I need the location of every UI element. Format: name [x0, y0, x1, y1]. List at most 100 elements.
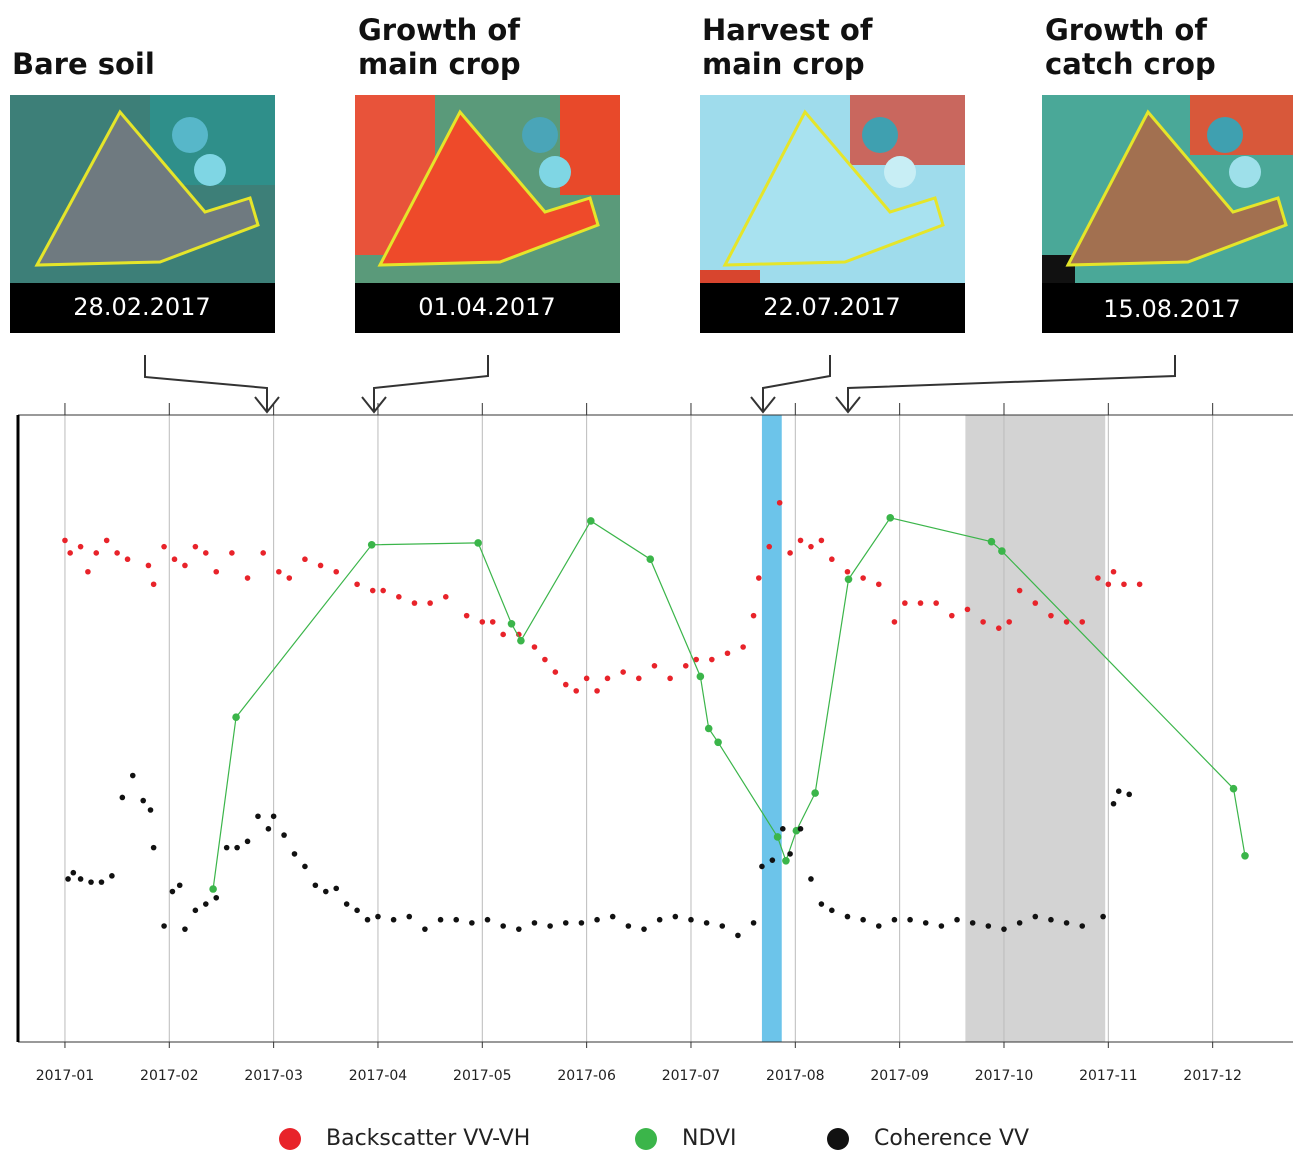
scatter-point: [62, 538, 68, 544]
scatter-point: [636, 676, 642, 682]
scatter-point: [798, 826, 804, 832]
scatter-point: [1048, 917, 1054, 923]
arrows: [145, 355, 1175, 412]
scatter-point: [70, 870, 76, 876]
ndvi-point: [714, 738, 722, 746]
scatter-point: [819, 901, 825, 907]
scatter-point: [500, 632, 506, 638]
scatter-point: [302, 864, 308, 870]
scatter-point: [93, 550, 99, 556]
scatter-point: [845, 914, 851, 920]
scatter-point: [980, 619, 986, 625]
scatter-point: [573, 688, 579, 694]
scatter-point: [151, 581, 157, 587]
panel-title: Growth of: [1045, 13, 1207, 47]
panel-date: 28.02.2017: [73, 293, 210, 321]
scatter-point: [829, 908, 835, 914]
panel-title: catch crop: [1045, 47, 1216, 81]
scatter-point: [67, 550, 73, 556]
scatter-point: [787, 851, 793, 857]
scatter-point: [193, 908, 199, 914]
scatter-point: [1126, 792, 1132, 798]
scatter-point: [892, 619, 898, 625]
panel-title: main crop: [702, 47, 865, 81]
legend-label: Coherence VV: [874, 1126, 1029, 1151]
scatter-point: [234, 845, 240, 851]
ndvi-point: [517, 637, 525, 645]
scatter-point: [725, 650, 731, 656]
x-tick-label: 2017-12: [1183, 1068, 1242, 1084]
scatter-point: [99, 879, 105, 885]
ndvi-point: [782, 857, 790, 865]
scatter-point: [553, 669, 559, 675]
scatter-point: [516, 926, 522, 932]
scatter-point: [224, 845, 230, 851]
scatter-point: [354, 908, 360, 914]
scatter-point: [970, 920, 976, 926]
scatter-point: [892, 917, 898, 923]
scatter-point: [245, 575, 251, 581]
highlight-band: [965, 415, 1105, 1042]
scatter-point: [365, 917, 371, 923]
scatter-point: [860, 575, 866, 581]
legend-label: Backscatter VV-VH: [326, 1126, 530, 1151]
scatter-point: [182, 926, 188, 932]
scatter-point: [751, 920, 757, 926]
scatter-point: [480, 619, 486, 625]
scatter-point: [547, 923, 553, 929]
scatter-point: [1006, 619, 1012, 625]
scatter-point: [1111, 569, 1117, 575]
scatter-point: [333, 569, 339, 575]
scatter-point: [266, 826, 272, 832]
scatter-point: [276, 569, 282, 575]
scatter-point: [876, 581, 882, 587]
scatter-point: [667, 676, 673, 682]
scatter-point: [85, 569, 91, 575]
scatter-point: [464, 613, 470, 619]
scatter-point: [620, 669, 626, 675]
ndvi-point: [209, 885, 217, 893]
ndvi-point: [697, 673, 705, 681]
scatter-point: [170, 889, 176, 895]
scatter-point: [563, 682, 569, 688]
scatter-point: [610, 914, 616, 920]
scatter-point: [923, 920, 929, 926]
scatter-point: [130, 773, 136, 779]
scatter-point: [65, 876, 71, 882]
scatter-point: [333, 886, 339, 892]
scatter-point: [808, 544, 814, 550]
scatter-point: [203, 901, 209, 907]
scatter-point: [125, 556, 131, 562]
scatter-point: [907, 917, 913, 923]
scatter-point: [735, 933, 741, 939]
scatter-point: [109, 873, 115, 879]
x-tick-label: 2017-08: [766, 1068, 825, 1084]
scatter-point: [78, 544, 84, 550]
scatter-point: [584, 676, 590, 682]
panel-date: 22.07.2017: [763, 293, 900, 321]
scatter-point: [114, 550, 120, 556]
highlight-band: [762, 415, 782, 1042]
scatter-point: [148, 807, 154, 813]
ndvi-point: [998, 547, 1006, 555]
x-tick-label: 2017-09: [870, 1068, 929, 1084]
figure: 28.02.2017 01.04.2017 22.07.2017 15.08.2…: [0, 0, 1293, 1151]
scatter-point: [766, 544, 772, 550]
scatter-point: [271, 813, 277, 819]
x-tick-label: 2017-10: [975, 1068, 1034, 1084]
scatter-point: [770, 857, 776, 863]
scatter-point: [177, 882, 183, 888]
scatter-point: [949, 613, 955, 619]
ndvi-point: [646, 555, 654, 563]
ndvi-point: [368, 541, 376, 549]
panel-date: 01.04.2017: [418, 293, 555, 321]
scatter-point: [286, 575, 292, 581]
scatter-point: [213, 569, 219, 575]
scatter-point: [396, 594, 402, 600]
scatter-point: [1064, 920, 1070, 926]
scatter-point: [756, 575, 762, 581]
x-tick-label: 2017-06: [557, 1068, 616, 1084]
x-tick-label: 2017-03: [244, 1068, 303, 1084]
scatter-point: [292, 851, 298, 857]
